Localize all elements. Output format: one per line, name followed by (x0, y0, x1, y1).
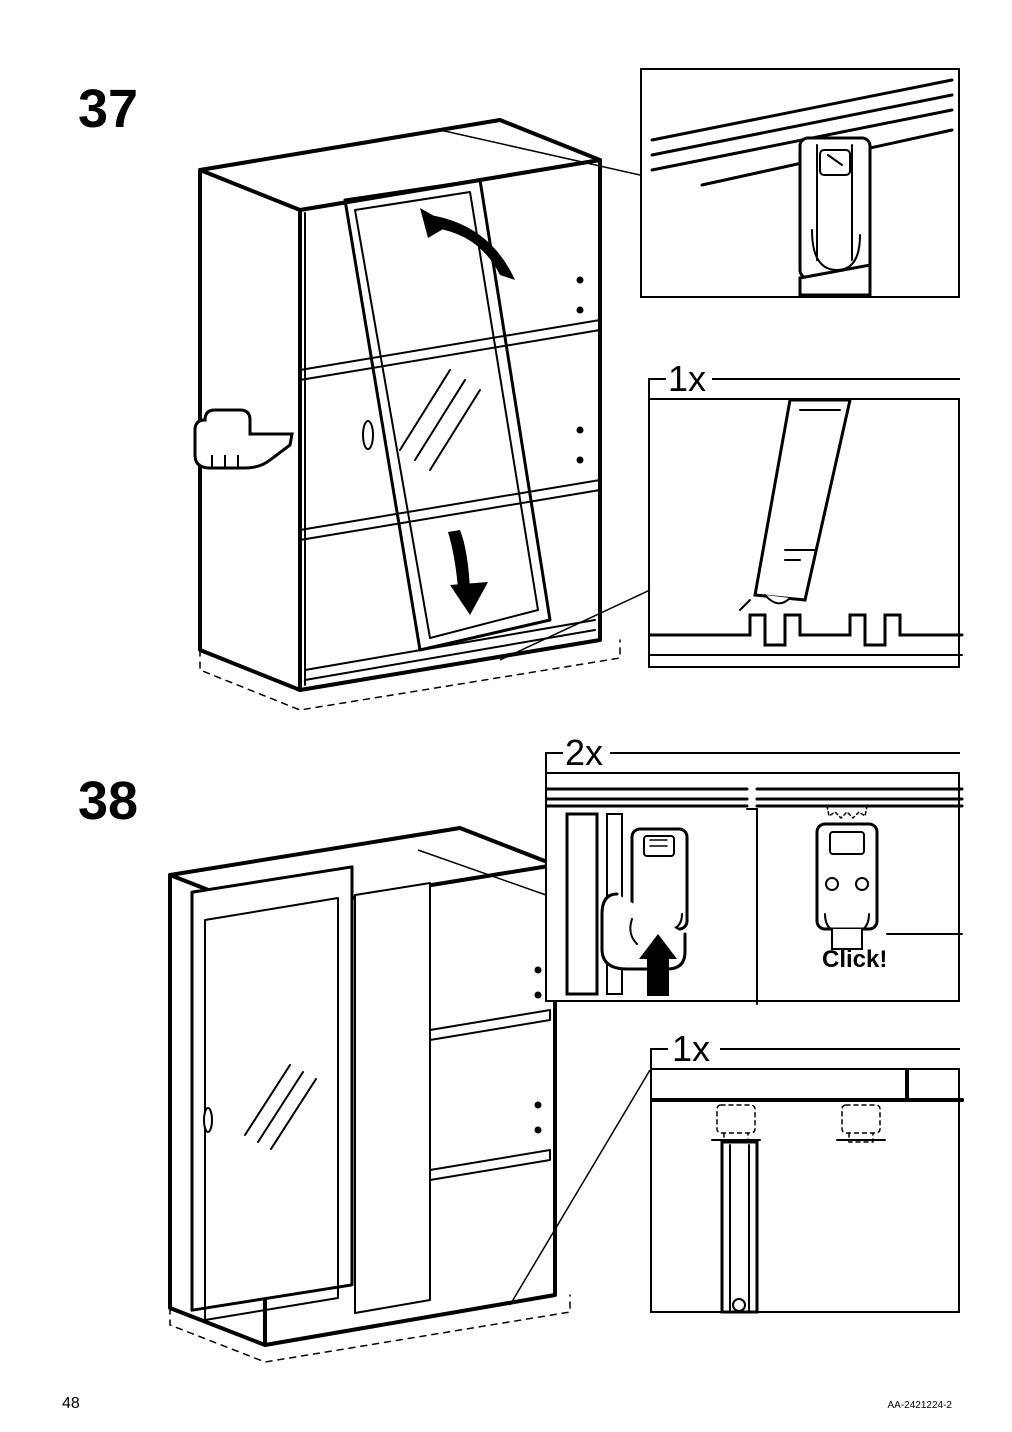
bracket-line (720, 1048, 960, 1050)
leader-line-37-top (440, 125, 650, 185)
step-number-37: 37 (78, 78, 138, 140)
count-label-38-2x: 2x (565, 732, 603, 774)
click-label: Click! (822, 946, 887, 974)
detail-box-37-top (640, 68, 960, 298)
bracket-line (610, 752, 960, 754)
leader-line-37-bottom (500, 590, 660, 670)
detail-box-38-top: Click! (545, 772, 960, 1002)
bottom-track-insert-icon (650, 400, 962, 670)
page-number: 48 (62, 1395, 80, 1413)
detail-box-37-bottom (648, 398, 960, 668)
bracket-line (545, 752, 547, 774)
top-rail-hook-detail-icon (642, 70, 962, 300)
count-label-37-1x: 1x (668, 358, 706, 400)
detail-box-38-bottom (650, 1068, 960, 1313)
clip-click-detail-icon (547, 774, 962, 1004)
bracket-line (648, 378, 666, 380)
bracket-line (648, 378, 650, 400)
document-id: AA-2421224-2 (888, 1400, 953, 1411)
leader-line-38-bottom (510, 1050, 660, 1310)
page: 37 (0, 0, 1012, 1432)
leader-line-38-top (418, 850, 558, 900)
bottom-door-track-icon (652, 1070, 962, 1315)
bracket-line (712, 378, 960, 380)
bracket-line (545, 752, 563, 754)
count-label-38-1x: 1x (672, 1028, 710, 1070)
